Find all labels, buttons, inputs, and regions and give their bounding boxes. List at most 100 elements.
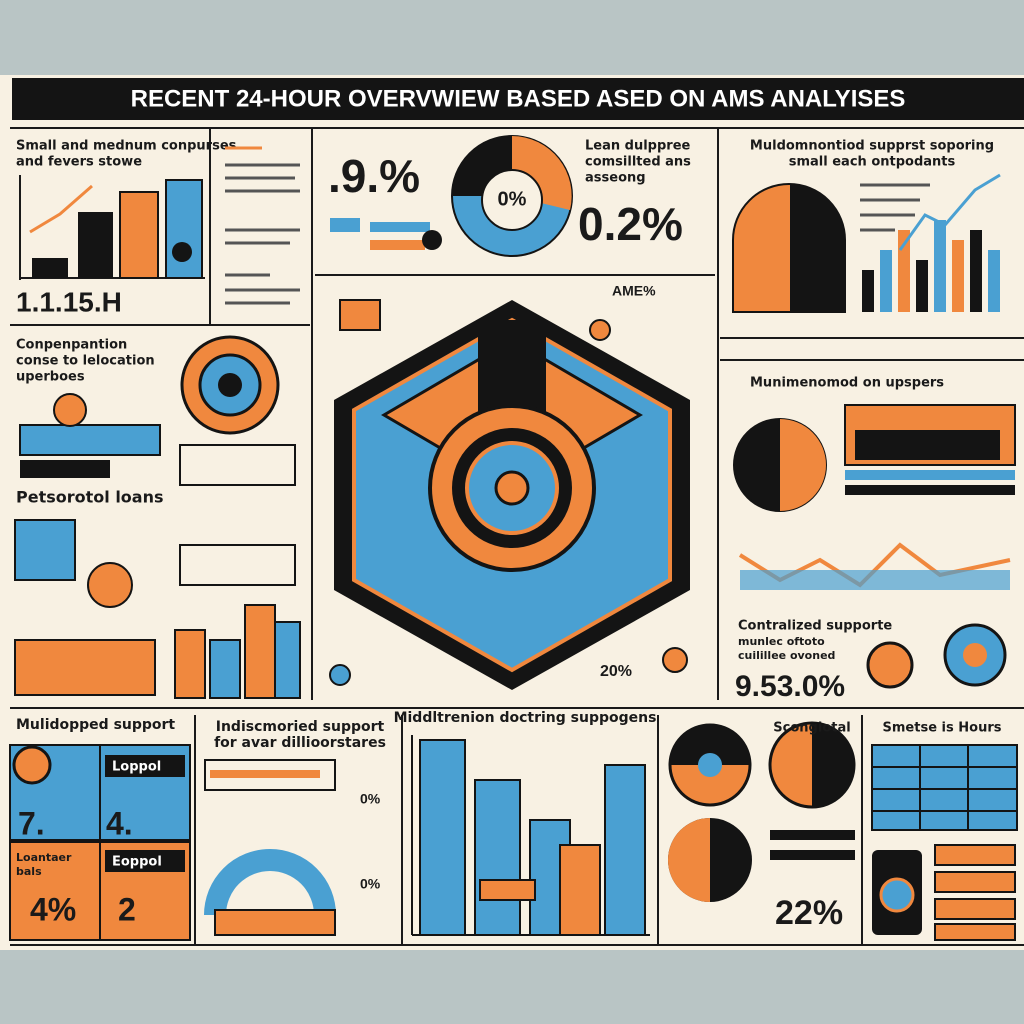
- stat-tiles-rect: [105, 755, 185, 777]
- panel-title: Indiscmoried support: [216, 719, 385, 735]
- bar-illustration-rect: [479, 879, 536, 901]
- gauge-illustration-rect: [214, 909, 336, 936]
- coin-illustration-rect: [14, 519, 76, 581]
- panel-stat: 20%: [600, 663, 632, 680]
- bar-illustration-circle: [172, 242, 192, 262]
- tile-label: bals: [16, 865, 42, 878]
- chart-illustration-rect: [862, 270, 874, 312]
- header-title: RECENT 24-HOUR OVERVWIEW BASED ASED ON A…: [131, 85, 906, 112]
- donut-illustration: [668, 721, 856, 902]
- coin-illustration: [14, 519, 301, 699]
- coin-illustration-rect: [174, 629, 206, 699]
- bar-illustration-rect: [474, 779, 521, 936]
- donut-rect: [330, 218, 360, 232]
- bar-illustration-rect: [165, 179, 203, 279]
- donut-illustration-path: [812, 723, 854, 807]
- donut-circle: [481, 169, 543, 231]
- tile-stat: 7.: [18, 805, 45, 841]
- pie-illustration-rect: [845, 485, 1015, 495]
- coin-illustration-circle: [87, 562, 133, 608]
- tile-label: Eoppol: [112, 855, 162, 870]
- bar-illustration-rect: [32, 258, 68, 278]
- panel-title: Mulidopped support: [16, 717, 175, 733]
- panel-title: Smetse is Hours: [883, 721, 1002, 736]
- panel-title: comsillted ans: [585, 155, 691, 170]
- panel-title: small each ontpodants: [789, 155, 956, 170]
- tile-label: Loantaer: [16, 851, 72, 864]
- panel-title: Scongiotal: [773, 721, 850, 736]
- tile-label: Loppol: [112, 760, 161, 775]
- stat-tiles-rect: [105, 850, 185, 872]
- bar-illustration-rect: [119, 191, 159, 279]
- panel-title: and fevers stowe: [16, 155, 142, 170]
- panel-title: Middltrenion doctring suppogens: [394, 710, 657, 726]
- panel-stat: 0%: [360, 791, 381, 807]
- gear-illustration-rect: [179, 544, 296, 586]
- panel-stat: 9.53.0%: [735, 670, 845, 703]
- gear-illustration-rect: [20, 460, 110, 478]
- chart-illustration: [732, 173, 1001, 313]
- network-illustration-circle: [963, 643, 987, 667]
- panel-title: Petsorotol loans: [16, 488, 164, 507]
- panel-title: Small and mednum conpurses: [16, 139, 237, 154]
- chart-illustration-rect: [934, 220, 946, 312]
- tile-stat: 4.: [106, 805, 133, 841]
- chart-illustration-path: [790, 184, 845, 312]
- panel-stat: 22%: [775, 894, 843, 932]
- gauge-illustration-path: [204, 849, 336, 916]
- central-illustration-circle: [662, 647, 688, 673]
- panel-stat: 0%: [360, 876, 381, 892]
- donut-illustration-path: [670, 725, 750, 765]
- stat-tiles: [9, 744, 191, 941]
- panel-title: cuilillee ovoned: [738, 649, 835, 662]
- pie-illustration-rect: [740, 570, 1010, 590]
- chart-illustration-rect: [988, 250, 1000, 312]
- panel-title: asseong: [585, 171, 646, 186]
- panel-title: Contralized supporte: [738, 619, 892, 634]
- stat-tiles-rect: [9, 841, 101, 941]
- gear-illustration-rect: [179, 444, 296, 486]
- pie-illustration-path: [780, 419, 826, 511]
- central-illustration-circle: [494, 470, 530, 506]
- panel-title: munlec oftoto: [738, 635, 825, 648]
- panel-title: conse to lelocation: [16, 354, 155, 369]
- central-illustration-circle: [329, 664, 351, 686]
- donut-rect: [370, 222, 430, 232]
- bar-illustration: [411, 735, 650, 936]
- chart-illustration-rect: [880, 250, 892, 312]
- pie-illustration: [733, 404, 1016, 590]
- donut: [330, 135, 573, 257]
- panel-title: uperboes: [16, 370, 85, 385]
- gauge-illustration: [204, 759, 336, 936]
- gear-illustration-circle: [53, 393, 87, 427]
- bar-illustration-rect: [78, 212, 113, 278]
- gear-illustration: [19, 335, 296, 586]
- panel-title: for avar dillioorstares: [214, 735, 386, 751]
- text-lines: [225, 146, 300, 305]
- donut-illustration-rect: [770, 850, 855, 860]
- panel-title: Lean dulppree: [585, 139, 691, 154]
- network-illustration-circle: [866, 641, 914, 689]
- coin-illustration-rect: [244, 604, 276, 699]
- panel-stat: AME%: [612, 283, 656, 299]
- coin-illustration-rect: [14, 639, 156, 696]
- bar-illustration-rect: [604, 764, 646, 936]
- bar-illustration: [19, 175, 205, 280]
- bar-illustration-polyline: [29, 184, 93, 234]
- donut-label: 0%: [498, 188, 527, 210]
- table-illustration-circle: [879, 877, 915, 913]
- chart-illustration-rect: [952, 240, 964, 312]
- panel-title: Muldomnontiod supprst soporing: [750, 139, 994, 154]
- table-illustration-rect: [934, 898, 1016, 920]
- pie-illustration-rect: [855, 430, 1000, 460]
- chart-illustration-rect: [970, 230, 982, 312]
- coin-illustration-rect: [209, 639, 241, 699]
- donut-illustration-circle: [698, 753, 722, 777]
- bar-illustration-rect: [559, 844, 601, 936]
- stat-tiles-circle: [12, 745, 52, 785]
- panel-frame: [10, 127, 1024, 946]
- central-illustration-circle: [589, 319, 611, 341]
- gauge-illustration-rect: [210, 770, 320, 778]
- pie-illustration-rect: [845, 470, 1015, 480]
